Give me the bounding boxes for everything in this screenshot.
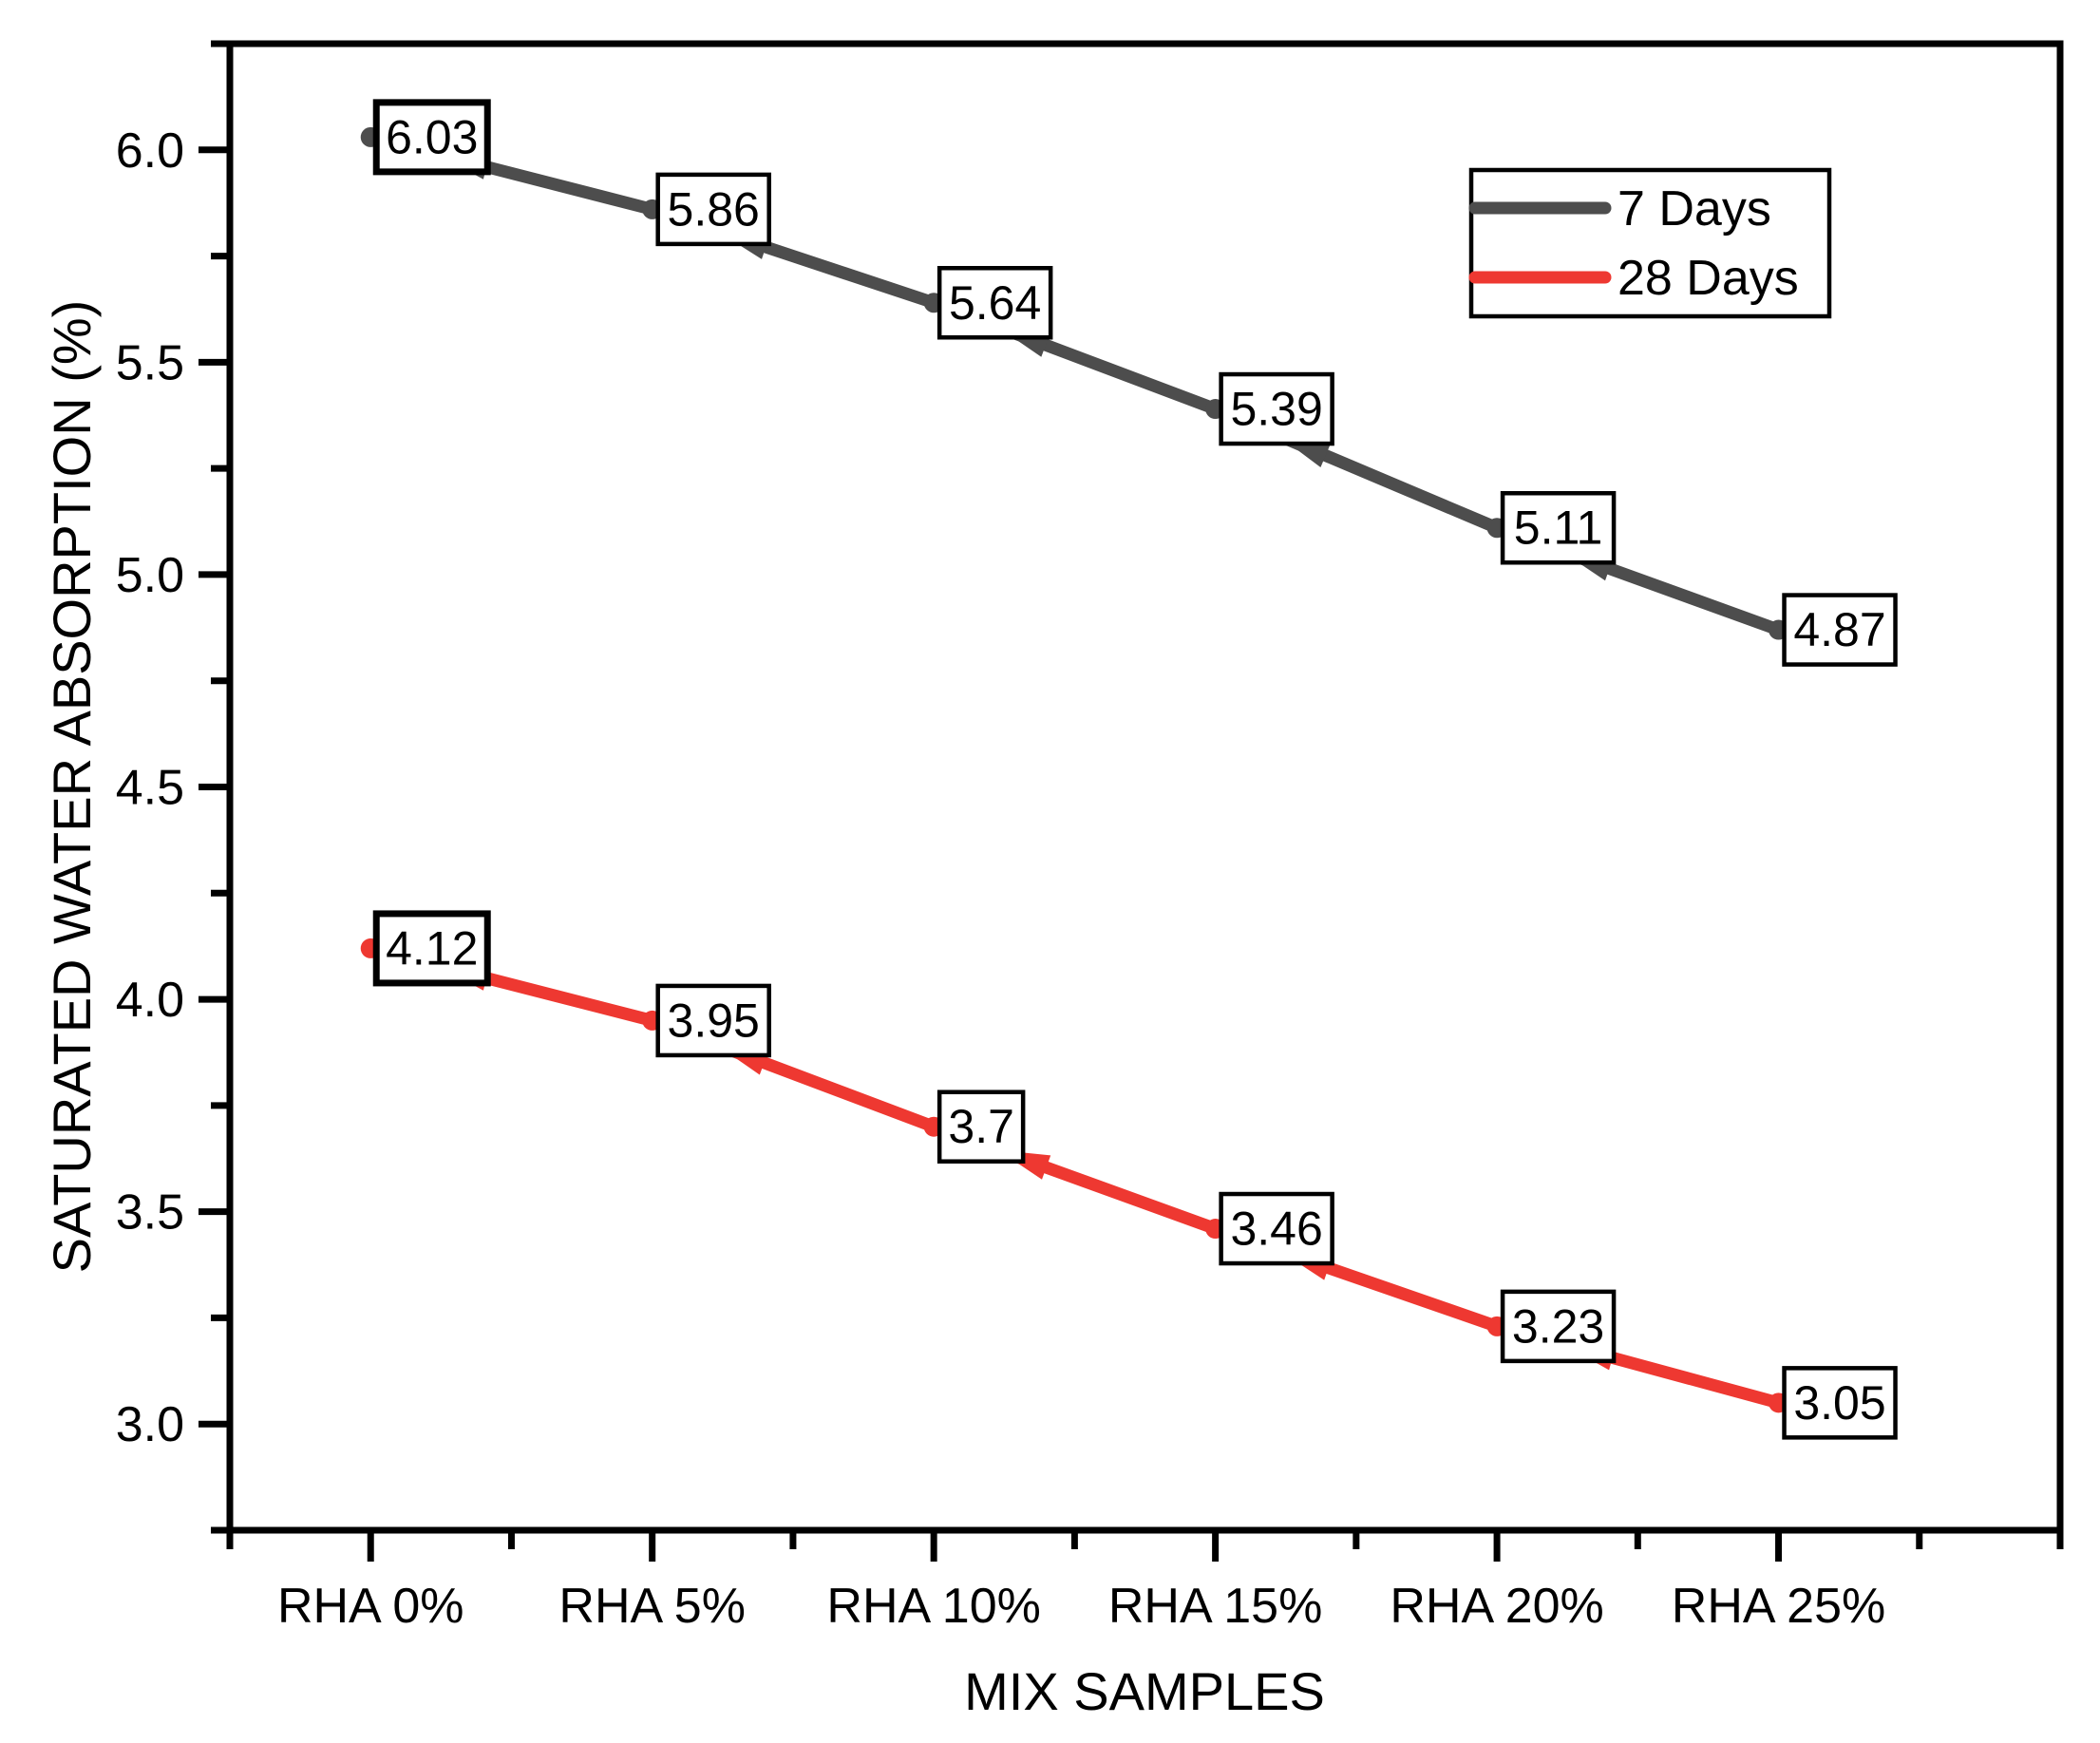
data-label: 3.05 <box>1793 1376 1885 1430</box>
y-axis: 6.0 5.5 5.0 4.5 4.0 3.5 3.0 <box>116 40 230 1534</box>
data-label-box <box>372 99 491 176</box>
x-axis-title: MIX SAMPLES <box>964 1661 1325 1721</box>
data-label-box <box>372 910 491 987</box>
legend-entry-label: 28 Days <box>1618 251 1799 306</box>
data-label: 5.11 <box>1514 502 1603 555</box>
series-28-days: 4.12 3.95 3.7 3.46 3.23 3.05 <box>360 910 1898 1440</box>
x-tick-label: RHA 10% <box>826 1579 1040 1634</box>
data-label-box <box>1219 1191 1334 1266</box>
data-label-box <box>1500 1289 1617 1364</box>
data-label: 6.03 <box>386 110 478 163</box>
data-label: 3.95 <box>668 994 760 1047</box>
data-label-box <box>1219 371 1334 446</box>
y-tick-label: 3.0 <box>116 1397 184 1452</box>
series-7-days: 6.03 5.86 5.64 5.39 5.11 4.87 <box>360 99 1898 667</box>
x-tick-label: RHA 20% <box>1390 1579 1603 1634</box>
x-axis: RHA 0% RHA 5% RHA 10% RHA 15% RHA 20% RHA 25% <box>226 1530 2064 1634</box>
data-label: 5.64 <box>949 276 1041 330</box>
y-tick-label: 4.5 <box>116 761 184 816</box>
legend-entry-label: 7 Days <box>1618 181 1771 237</box>
data-label: 3.23 <box>1512 1299 1604 1353</box>
data-label: 4.87 <box>1793 603 1885 656</box>
data-label-box <box>655 983 771 1058</box>
data-label-box <box>655 172 771 247</box>
data-label: 5.39 <box>1230 383 1322 436</box>
y-tick-label: 6.0 <box>116 123 184 179</box>
y-axis-title: SATURATED WATER ABSORPTION (%) <box>42 300 102 1274</box>
legend: 7 Days 28 Days <box>1468 167 1832 319</box>
data-label: 5.86 <box>668 182 760 236</box>
y-tick-label: 4.0 <box>116 973 184 1028</box>
y-tick-label: 5.0 <box>116 548 184 603</box>
legend-box <box>1468 167 1832 319</box>
data-label-box <box>1782 593 1898 667</box>
x-tick-label: RHA 0% <box>277 1579 464 1634</box>
x-tick-label: RHA 15% <box>1108 1579 1322 1634</box>
y-tick-label: 3.5 <box>116 1185 184 1241</box>
data-label: 3.7 <box>948 1100 1014 1153</box>
x-tick-label: RHA 25% <box>1672 1579 1885 1634</box>
data-label: 4.12 <box>386 921 478 975</box>
data-label-box <box>1500 490 1617 565</box>
data-label-box <box>936 1089 1026 1164</box>
y-tick-label: 5.5 <box>116 335 184 390</box>
x-tick-label: RHA 5% <box>558 1579 746 1634</box>
data-label-box <box>936 266 1053 340</box>
data-label: 3.46 <box>1230 1203 1322 1256</box>
data-label-box <box>1782 1366 1898 1440</box>
